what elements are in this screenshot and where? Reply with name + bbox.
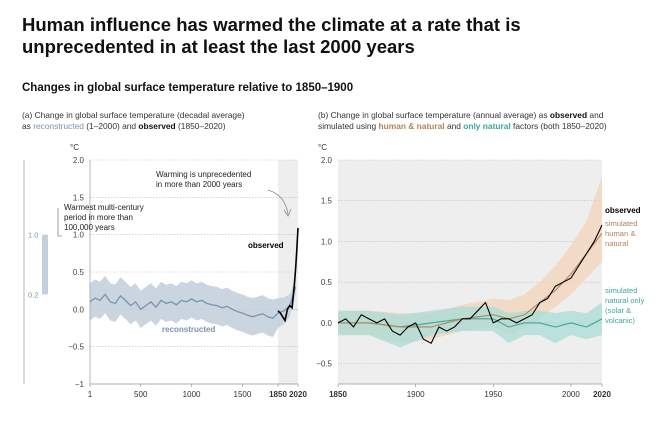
panel-a-y-tick-label: 0.5	[73, 268, 85, 277]
panel-b-label-and: and	[589, 110, 604, 120]
side-bar-label-high: 1.0	[28, 231, 38, 240]
panel-a-y-tick-label: 1.5	[73, 193, 85, 202]
panel-b-label-nat: only natural	[463, 121, 511, 131]
panel-b-hn-label-2: human &	[605, 229, 635, 238]
panel-b-label: (b) Change in global surface temperature…	[318, 110, 607, 132]
panel-b-nat-label-3: (solar &	[605, 306, 631, 315]
panel-a-observed-label: observed	[248, 241, 284, 250]
annotation-warming-arrowhead	[283, 208, 292, 217]
annotation-warmest-line3: 100,000 years	[64, 223, 115, 232]
panel-b-nat-label-2: natural only	[605, 296, 644, 305]
panel-b-y-tick-label: 0.0	[321, 319, 333, 328]
panel-a-x-tick-label: 1500	[234, 390, 252, 399]
panel-b-y-tick-label: −0.5	[316, 360, 332, 369]
panel-b-lines	[337, 224, 603, 344]
natural-only-band	[338, 302, 602, 348]
panel-a-gridlines	[90, 159, 298, 385]
panel-a-label: (a) Change in global surface temperature…	[22, 110, 245, 132]
panel-b-label-mid: and	[446, 121, 461, 131]
page-subtitle: Changes in global surface temperature re…	[22, 82, 354, 94]
panel-a-x-tick-label: 1000	[183, 390, 201, 399]
panel-a-unit: °C	[70, 143, 79, 152]
panel-a-label-as: as	[22, 121, 31, 131]
panel-b-bands	[338, 176, 602, 348]
annotation-warmest-bracket	[57, 208, 62, 237]
panel-a-x-tick-label: 1850	[269, 390, 287, 399]
panel-b-nat-label-1: simulated	[605, 286, 638, 295]
panel-a-label-reconstructed: reconstructed	[33, 121, 84, 131]
annotation-warmest-line1: Warmest multi-century	[64, 203, 144, 212]
panel-b-label-prefix: (b) Change in global surface temperature…	[318, 110, 548, 120]
panel-b-unit: °C	[318, 143, 327, 152]
annotation-warmest-line2: period in more than	[64, 213, 133, 222]
panel-a-observed-line	[277, 227, 299, 323]
annotation-warming-line2: in more than 2000 years	[156, 180, 242, 189]
panel-a-y-tick-label: −1	[75, 380, 85, 389]
panel-a-x-tick-label: 1	[88, 390, 93, 399]
panel-a-reconstructed-band	[90, 275, 296, 337]
panel-a-y-tick-label: −0.5	[68, 343, 84, 352]
panel-b-y-tick-label: 1.5	[321, 197, 333, 206]
panel-b-observed-line	[337, 224, 603, 344]
side-bar-range	[42, 234, 48, 295]
panel-a-x-tick-label: 2020	[289, 390, 307, 399]
panel-a-y-tick-label: 0.0	[73, 305, 85, 314]
panel-b-x-tick-label: 2000	[562, 390, 580, 399]
panel-b-x-tick-label: 1850	[329, 390, 347, 399]
panel-b-hn-label-1: simulated	[605, 219, 638, 228]
annotation-warming-arrow	[267, 189, 289, 215]
panel-a-axis: 2.01.51.00.50.0−0.5−11 500 1000 1500 1850 202…	[68, 156, 307, 399]
panel-a-y-tick-label: 1.0	[73, 231, 85, 240]
annotation-warming-line1: Warming is unprecedented	[156, 170, 251, 179]
panel-a-label-obs-range: (1850–2020)	[178, 121, 226, 131]
panel-a-lines	[89, 227, 299, 323]
panel-a-label-prefix: (a) Change in global surface temperature…	[22, 110, 245, 120]
panel-b-x-tick-label: 2020	[593, 390, 611, 399]
panel-b-label-simulated: simulated using	[318, 121, 377, 131]
panel-b-y-tick-label: 0.5	[321, 278, 333, 287]
panel-b-axis: 2.0 1.5 1.0 0.5 0.0 −0.5 1850 1900 1950 2000 2020	[316, 156, 611, 399]
panel-b-x-tick-label: 1950	[484, 390, 502, 399]
panel-b-label-hn: human & natural	[378, 121, 445, 131]
panel-b-label-suffix: factors (both 1850–2020)	[513, 121, 607, 131]
human-natural-band	[338, 176, 602, 344]
panel-b-observed-label: observed	[605, 206, 641, 215]
panel-a-label-recon-range: (1–2000) and	[86, 121, 137, 131]
panel-a-y-tick-label: 2.0	[73, 156, 85, 165]
panel-a-x-tick-label: 500	[134, 390, 148, 399]
side-bar-label-low: 0.2	[28, 290, 38, 299]
panel-b-y-tick-label: 2.0	[321, 156, 333, 165]
panel-b-x-tick-label: 1900	[407, 390, 425, 399]
page-title: Human influence has warmed the climate a…	[22, 14, 521, 57]
panel-b-hn-label-3: natural	[605, 239, 629, 248]
panel-a-reconstructed-label: reconstructed	[162, 325, 215, 334]
panel-b-y-tick-label: 1.0	[321, 237, 333, 246]
panel-a-label-observed: observed	[138, 121, 176, 131]
panel-b-label-observed: observed	[549, 110, 588, 120]
reconstructed-uncertainty-band	[90, 275, 296, 337]
reconstructed-line	[89, 286, 297, 320]
panel-b-nat-label-4: volcanic)	[605, 316, 635, 325]
